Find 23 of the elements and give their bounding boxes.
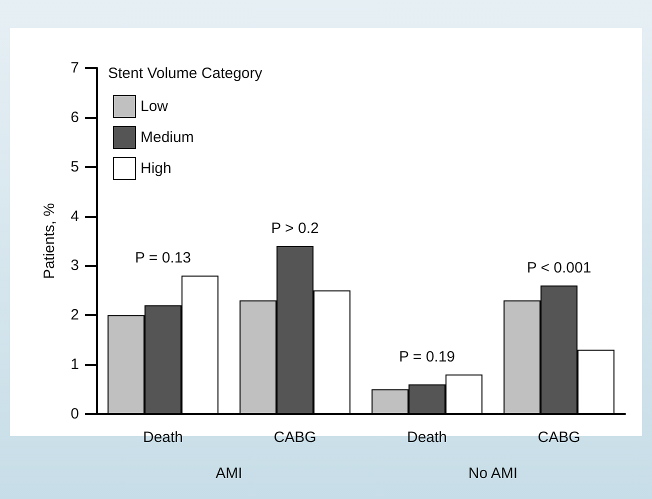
legend-label: Low (140, 98, 168, 115)
text: No AMI (468, 465, 518, 482)
legend-label: High (140, 160, 172, 177)
text: AMI (216, 465, 242, 482)
annotation: P < 0.001 (526, 259, 592, 276)
annotation: P = 0.13 (134, 250, 192, 267)
y-axis-title: Patients, % (41, 203, 58, 279)
annotation: P = 0.19 (398, 348, 456, 366)
y-tick-label: 2 (70, 306, 79, 324)
y-tick-label: 5 (70, 158, 79, 176)
y-tick-label: 0 (70, 406, 79, 422)
legend-label: Medium (140, 129, 194, 146)
y-tick-label: 3 (70, 257, 79, 274)
x-tick-label: CABG (274, 429, 316, 446)
legend-title: Stent Volume Category (108, 65, 263, 82)
y-tick-label: 6 (70, 108, 79, 126)
x-tick-label: CABG (538, 429, 580, 446)
y-tick-label: 7 (70, 60, 79, 76)
x-tick-label: Death (406, 429, 448, 446)
annotation: P > 0.2 (271, 220, 319, 237)
y-tick-label: 4 (70, 208, 79, 225)
y-tick-label: 1 (70, 356, 79, 374)
x-tick-label: Death (142, 429, 184, 446)
